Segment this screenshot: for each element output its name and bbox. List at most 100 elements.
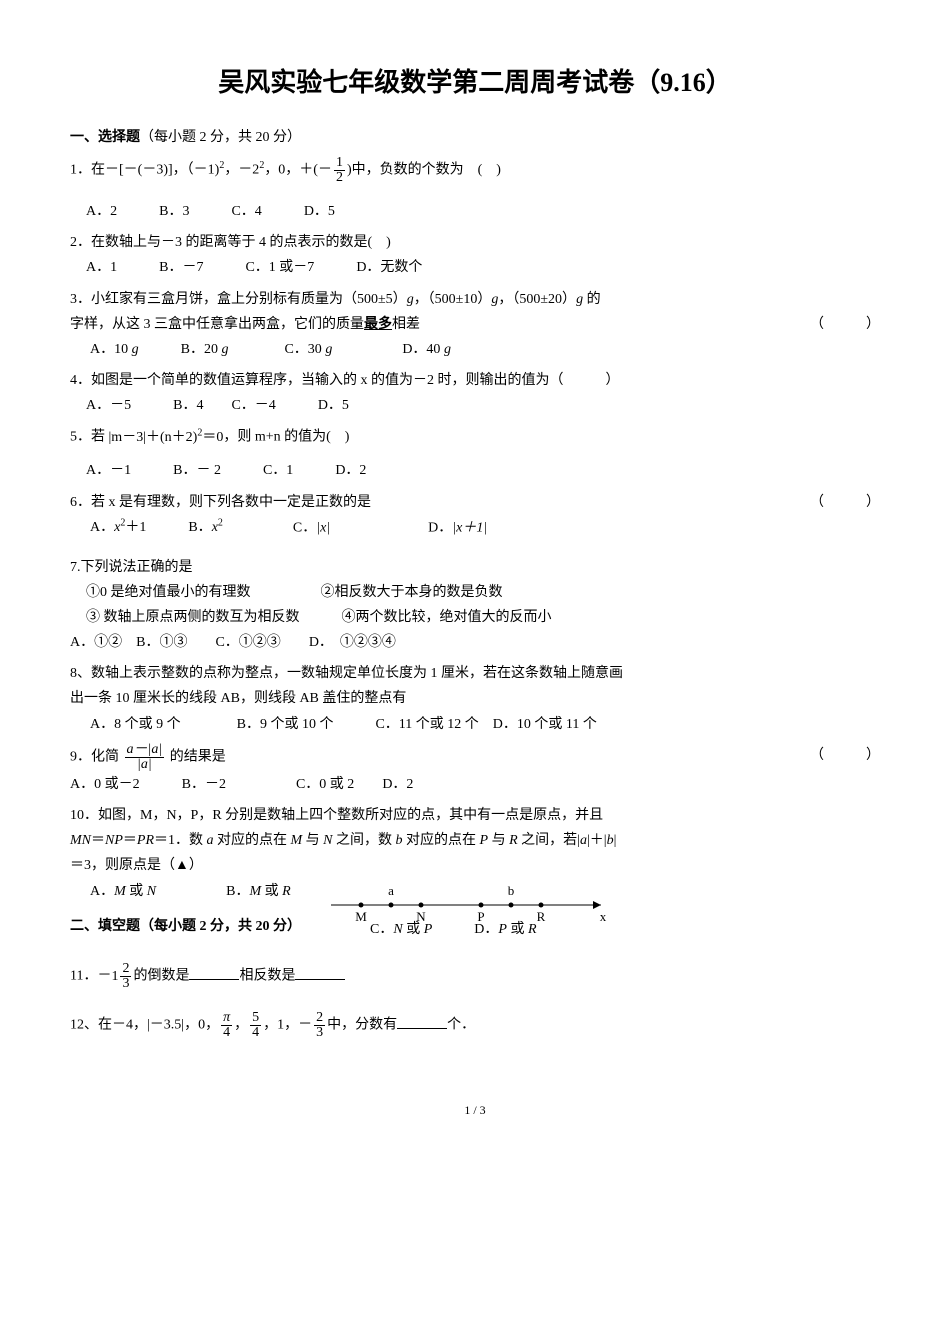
q5-stem-b: ，则 m+n 的值为( ) (223, 430, 349, 445)
q6-optB: B．x2 (188, 520, 223, 535)
q5-expr: |m－3|＋(n＋2)2＝0 (109, 430, 224, 445)
q10-options-row2: C．N 或 P D．P 或 R (370, 917, 880, 942)
q9-optA: A．0 或－2 (70, 777, 140, 792)
section1-note: （每小题 2 分，共 20 分） (140, 130, 301, 145)
q3-stem-d: 的 (583, 292, 601, 307)
q11-blank2[interactable] (295, 965, 345, 980)
q7-statements: ①0 是绝对值最小的有理数 ②相反数大于本身的数是负数 ③ 数轴上原点两侧的数互… (86, 580, 880, 630)
q3-stem-c: ，（500±20） (498, 292, 576, 307)
question-2: 2．在数轴上与－3 的距离等于 4 的点表示的数是( ) (70, 230, 880, 255)
q6-optD: D．|x＋1| (428, 520, 487, 535)
q12-n23: 2 (314, 1011, 325, 1026)
q12-pi: π (221, 1011, 232, 1026)
q3-optA: A．10 g (90, 342, 139, 357)
q11-mixed-int: 1 (111, 969, 118, 984)
q12-d4a: 4 (221, 1026, 232, 1040)
section1-label: 一、选择题 (70, 130, 140, 145)
q3-line2-b: 最多 (364, 317, 392, 332)
q9-frac: a－|a||a| (125, 743, 165, 772)
q9-optD: D．2 (382, 777, 413, 792)
q2-optB: B．－7 (159, 260, 203, 275)
q12-stem-a: 12、在－4，|－3.5|，0， (70, 1018, 219, 1033)
q3-options: A．10 g B．20 g C．30 g D．40 g (90, 337, 880, 362)
question-11: 11．－123的倒数是相反数是 (70, 962, 880, 991)
q6-paren: （ ） (810, 490, 880, 515)
q12-stem-b: ，1，－ (263, 1018, 312, 1033)
q7-optD: D． ①②③④ (309, 635, 396, 650)
q1-frac-den: 2 (334, 171, 345, 185)
question-8-line2: 出一条 10 厘米长的线段 AB，则线段 AB 盖住的整点有 (70, 686, 880, 711)
q1-options: A．2 B．3 C．4 D．5 (86, 199, 880, 224)
q12-n54: 5 (250, 1011, 261, 1026)
q1-stem-b: ，－2 (224, 163, 259, 178)
q2-optD: D．无数个 (356, 260, 422, 275)
q12-d23: 3 (314, 1026, 325, 1040)
q5-options: A．－1 B．－ 2 C．1 D．2 (86, 458, 880, 483)
q11-stem-c: 相反数是 (239, 969, 295, 984)
question-5: 5．若 |m－3|＋(n＋2)2＝0，则 m+n 的值为( ) (70, 424, 880, 450)
q9-options: A．0 或－2 B．－2 C．0 或 2 D．2 (70, 772, 880, 797)
section1-heading: 一、选择题（每小题 2 分，共 20 分） (70, 125, 880, 150)
svg-text:b: b (508, 883, 515, 898)
q10-optB: B．M 或 R (226, 884, 291, 899)
q3-g3: g (576, 292, 583, 307)
q3-stem-b: ，（500±10） (414, 292, 492, 307)
q8-optD: D．10 个或 11 个 (493, 717, 597, 732)
q3-optD: D．40 g (402, 342, 451, 357)
q10-optA: A．M 或 N (90, 884, 156, 899)
q4-optD: D．5 (318, 398, 349, 413)
q7-optB: B．①③ (136, 635, 187, 650)
question-6: 6．若 x 是有理数，则下列各数中一定是正数的是 （ ） (70, 490, 880, 515)
q1-stem-c: ，0，＋(－ (264, 163, 332, 178)
q12-stem-d: 个． (447, 1018, 475, 1033)
question-3: 3．小红家有三盒月饼，盒上分别标有质量为（500±5）g，（500±10）g，（… (70, 287, 880, 312)
q4-optB: B．4 (173, 398, 203, 413)
q8-optC: C．11 个或 12 个 (375, 717, 478, 732)
question-10-line2: MN＝NP＝PR＝1．数 a 对应的点在 M 与 N 之间，数 b 对应的点在 … (70, 828, 880, 853)
q7-optA: A．①② (70, 635, 122, 650)
q8-optA: A．8 个或 9 个 (90, 717, 181, 732)
svg-text:x: x (600, 909, 607, 924)
question-4: 4．如图是一个简单的数值运算程序，当输入的 x 的值为－2 时，则输出的值为（ … (70, 368, 880, 393)
q3-line2-c: 相差 (392, 317, 420, 332)
svg-text:M: M (355, 909, 367, 924)
q7-s4: ④两个数比较，绝对值大的反而小 (342, 610, 552, 625)
q1-optA: A．2 (86, 204, 117, 219)
q4-options: A．－5 B．4 C．－4 D．5 (86, 393, 880, 418)
q1-frac-num: 1 (334, 156, 345, 171)
q7-s1: ①0 是绝对值最小的有理数 (86, 585, 251, 600)
q7-options: A．①② B．①③ C．①②③ D． ①②③④ (70, 630, 880, 655)
q3-line2-a: 字样，从这 3 三盒中任意拿出两盒，它们的质量 (70, 317, 364, 332)
q6-stem: 6．若 x 是有理数，则下列各数中一定是正数的是 (70, 495, 371, 510)
q2-options: A．1 B．－7 C．1 或－7 D．无数个 (86, 255, 880, 280)
q5-optD: D．2 (335, 463, 366, 478)
q7-optC: C．①②③ (215, 635, 280, 650)
question-10-line1: 10．如图，M，N，P，R 分别是数轴上四个整数所对应的点，其中有一点是原点，并… (70, 803, 880, 828)
q1-optB: B．3 (159, 204, 189, 219)
q11-blank1[interactable] (189, 965, 239, 980)
q2-optC: C．1 或－7 (245, 260, 314, 275)
q9-paren: （ ） (810, 743, 880, 768)
q8-optB: B．9 个或 10 个 (237, 717, 334, 732)
q3-stem-a: 3．小红家有三盒月饼，盒上分别标有质量为（500±5） (70, 292, 407, 307)
q4-optC: C．－4 (231, 398, 275, 413)
q1-stem-d: )中，负数的个数为 ( ) (347, 163, 501, 178)
q7-s2: ②相反数大于本身的数是负数 (321, 585, 503, 600)
question-9: 9．化简 a－|a||a| 的结果是 （ ） (70, 743, 880, 772)
q5-stem-a: 5．若 (70, 430, 105, 445)
q12-blank[interactable] (397, 1014, 447, 1029)
question-1: 1．在－[－(－3)]，（－1)2，－22，0，＋(－12)中，负数的个数为 (… (70, 156, 880, 185)
question-12: 12、在－4，|－3.5|，0，π4，54，1，－23中，分数有个． (70, 1011, 880, 1040)
q11-stem-b: 的倒数是 (133, 969, 189, 984)
q1-stem-a: 1．在－[－(－3)]，（－1) (70, 163, 219, 178)
svg-text:R: R (537, 909, 546, 924)
q12-d54: 4 (250, 1026, 261, 1040)
q9-den: |a| (125, 758, 165, 772)
q3-paren: （ ） (810, 312, 880, 337)
q2-optA: A．1 (86, 260, 117, 275)
question-7: 7.下列说法正确的是 (70, 555, 880, 580)
q9-stem-a: 9．化简 (70, 750, 119, 765)
q10-optD: D．P 或 R (474, 922, 536, 937)
question-10-line3: ＝3，则原点是（▲） (70, 853, 880, 878)
q7-s3: ③ 数轴上原点两侧的数互为相反数 (86, 610, 300, 625)
